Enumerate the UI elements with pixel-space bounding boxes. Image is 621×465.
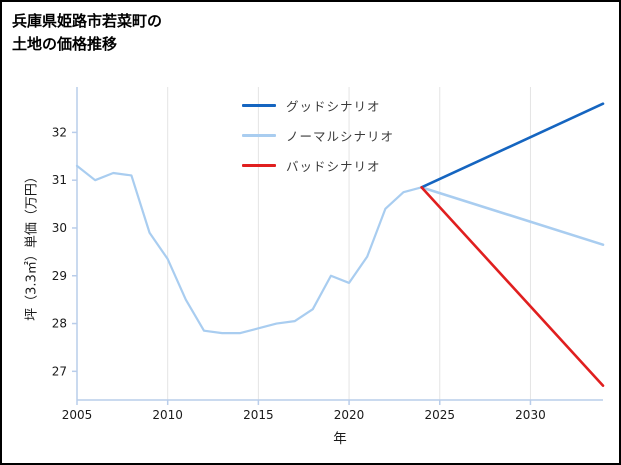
- y-tick-label-29: 29: [52, 269, 67, 283]
- x-tick-label-2025: 2025: [424, 408, 455, 422]
- legend-label-normal: ノーマルシナリオ: [286, 129, 395, 144]
- y-tick-label-28: 28: [52, 317, 67, 331]
- x-tick-label-2015: 2015: [243, 408, 274, 422]
- series-line-3: [420, 186, 605, 387]
- x-axis-label: 年: [333, 431, 347, 447]
- legend-swatch-0: [242, 104, 276, 107]
- series-line-1: [420, 186, 605, 246]
- series-line-2: [420, 102, 605, 189]
- x-tick-label-2010: 2010: [152, 408, 183, 422]
- y-axis-label: 坪（3.3㎡）単価（万円）: [24, 170, 40, 321]
- chart-title-line1: 兵庫県姫路市若菜町の: [12, 12, 163, 30]
- x-tick-label-2005: 2005: [62, 408, 93, 422]
- chart-title: 兵庫県姫路市若菜町の 土地の価格推移: [12, 10, 162, 55]
- legend-swatch-1: [242, 134, 276, 137]
- legend-swatch-2: [242, 164, 276, 167]
- legend-item-bad: バッドシナリオ: [242, 156, 394, 175]
- series-line-0: [75, 164, 423, 335]
- x-tick-label-2030: 2030: [515, 408, 546, 422]
- chart-title-line2: 土地の価格推移: [12, 34, 118, 53]
- legend-item-good: グッドシナリオ: [242, 96, 394, 115]
- legend-label-bad: バッドシナリオ: [286, 159, 381, 174]
- y-tick-label-31: 31: [52, 173, 67, 187]
- y-tick-label-30: 30: [52, 221, 67, 235]
- legend-label-good: グッドシナリオ: [286, 99, 381, 114]
- x-tick-label-2020: 2020: [334, 408, 365, 422]
- legend-item-normal: ノーマルシナリオ: [242, 126, 394, 145]
- chart-legend: グッドシナリオ ノーマルシナリオ バッドシナリオ: [242, 96, 394, 175]
- y-tick-label-27: 27: [52, 364, 67, 378]
- y-tick-label-32: 32: [52, 125, 67, 139]
